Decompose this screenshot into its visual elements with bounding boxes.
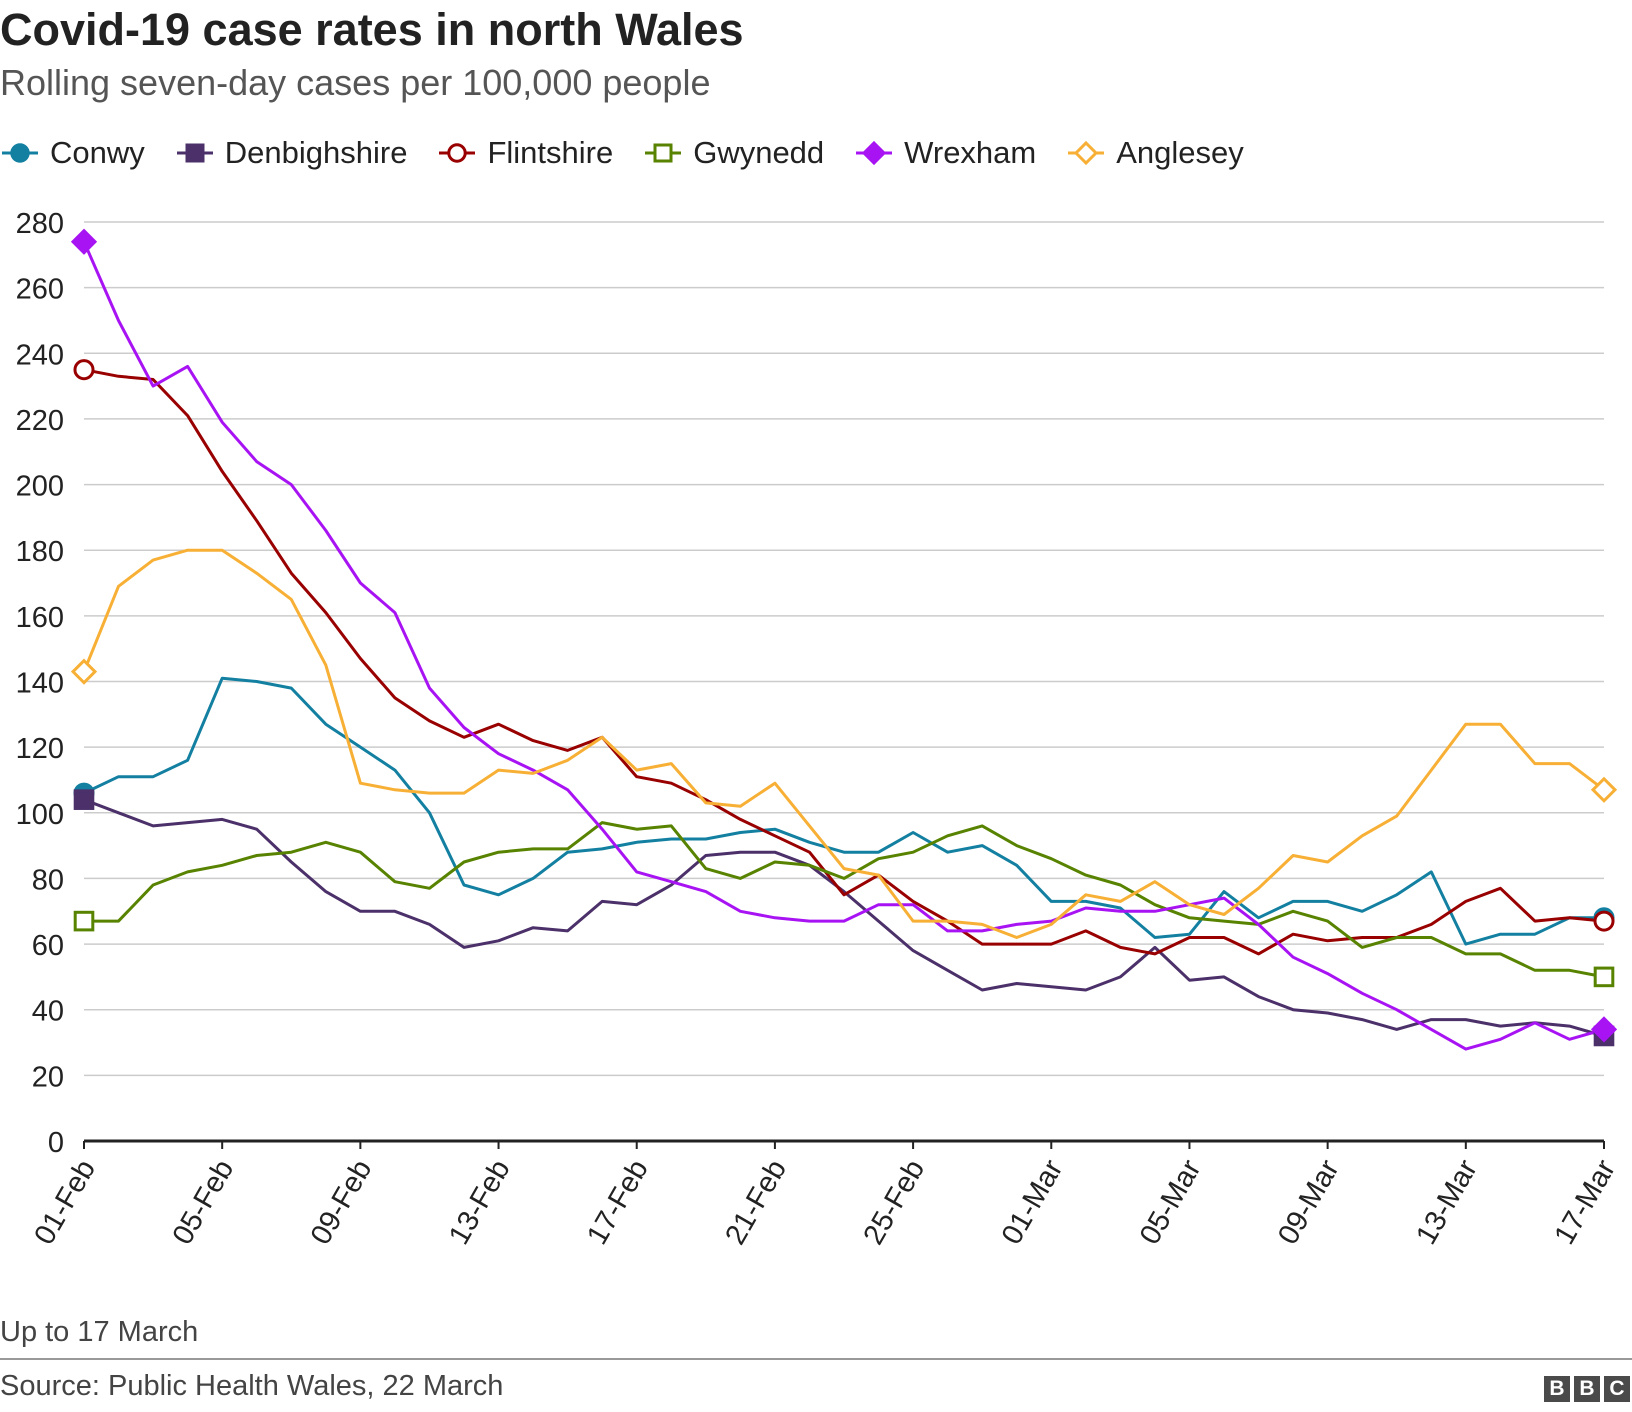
y-tick-label: 180 [16,536,64,568]
chart-note: Up to 17 March [0,1316,199,1348]
data-point-start [73,789,95,810]
y-tick-label: 100 [16,799,64,831]
legend-label: Flintshire [487,135,614,170]
legend-marker [447,143,468,163]
chart-subtitle: Rolling seven-day cases per 100,000 peop… [0,62,711,103]
y-tick-label: 280 [16,208,64,240]
y-tick-label: 20 [32,1061,64,1093]
legend-item-conwy: Conwy [0,135,145,171]
series-markers-anglesey [70,658,1618,803]
chart-legend: Conwy Denbighshire Flintshire Gwynedd Wrexha… [0,135,1274,171]
x-tick-label: 09-Mar [1272,1154,1346,1250]
y-tick-label: 60 [32,930,64,962]
x-tick-label: 01-Feb [28,1155,102,1251]
series-line-gwynedd [82,821,1606,979]
y-tick-label: 220 [16,405,64,437]
y-tick-label: 140 [16,668,64,700]
x-tick-label: 17-Mar [1548,1154,1622,1250]
data-point-start [70,228,98,255]
legend-marker-icon [856,140,893,166]
y-tick-label: 0 [48,1127,64,1159]
legend-marker-icon [2,143,38,163]
bbc-logo-letter: C [1604,1376,1630,1402]
series-line-anglesey [82,548,1606,939]
y-tick-label: 240 [16,339,64,371]
legend-label: Wrexham [904,135,1037,170]
series-markers-conwy [73,782,1615,929]
data-point-start [73,910,95,932]
x-tick-label: 05-Mar [1134,1154,1208,1250]
data-point-start [70,658,98,685]
legend-item-wrexham: Wrexham [854,135,1036,171]
bbc-logo-letter: B [1574,1376,1600,1402]
line-chart: 0 20 40 60 80 100 120 140 160 180 200 220 240 260 280 0… [16,208,1623,1251]
series-markers-wrexham [70,228,1618,1043]
data-point-end [1593,966,1615,988]
legend-item-gwynedd: Gwynedd [643,135,824,171]
y-tick-label: 40 [32,996,64,1028]
series-markers-gwynedd [73,910,1615,988]
data-point-start [73,359,95,381]
legend-marker-icon [645,143,682,163]
series-markers-denbighshire [73,789,1615,1047]
series-line-denbighshire [82,798,1606,1038]
legend-label: Anglesey [1116,135,1244,170]
legend-marker [862,140,887,166]
x-tick-label: 05-Feb [167,1155,241,1251]
legend-label: Denbighshire [224,135,408,170]
x-tick-label: 25-Feb [857,1155,931,1251]
legend-marker [1074,140,1099,166]
x-tick-label: 17-Feb [581,1155,655,1251]
legend-item-denbighshire: Denbighshire [175,135,408,171]
bbc-logo-letter: B [1544,1376,1570,1402]
legend-item-flintshire: Flintshire [437,135,613,171]
data-point-end [1590,1016,1618,1043]
x-tick-label: 21-Feb [719,1155,793,1251]
series-line-wrexham [82,240,1606,1051]
source-text: Source: Public Health Wales, 22 March [0,1370,504,1402]
legend-label: Gwynedd [693,135,825,170]
x-tick-label: 13-Feb [443,1155,517,1251]
data-point-end [1590,776,1618,803]
x-tick-label: 13-Mar [1410,1154,1484,1250]
legend-marker [10,143,30,163]
y-tick-label: 160 [16,602,64,634]
data-point-end [1593,910,1615,932]
legend-marker [653,143,673,163]
legend-marker [185,143,205,163]
series-markers-flintshire [73,359,1615,932]
y-tick-label: 120 [16,733,64,765]
legend-item-anglesey: Anglesey [1066,135,1244,171]
x-tick-label: 01-Mar [996,1154,1070,1250]
legend-marker-icon [1068,140,1105,166]
y-tick-label: 200 [16,471,64,503]
chart-title: Covid-19 case rates in north Wales [0,4,744,55]
series-line-conwy [82,676,1606,946]
legend-label: Conwy [50,135,145,170]
x-tick-label: 09-Feb [305,1155,379,1251]
legend-marker-icon [176,143,213,163]
y-tick-label: 260 [16,274,64,306]
footer-divider [0,1358,1632,1360]
y-tick-label: 80 [32,864,64,896]
legend-marker-icon [439,143,476,163]
